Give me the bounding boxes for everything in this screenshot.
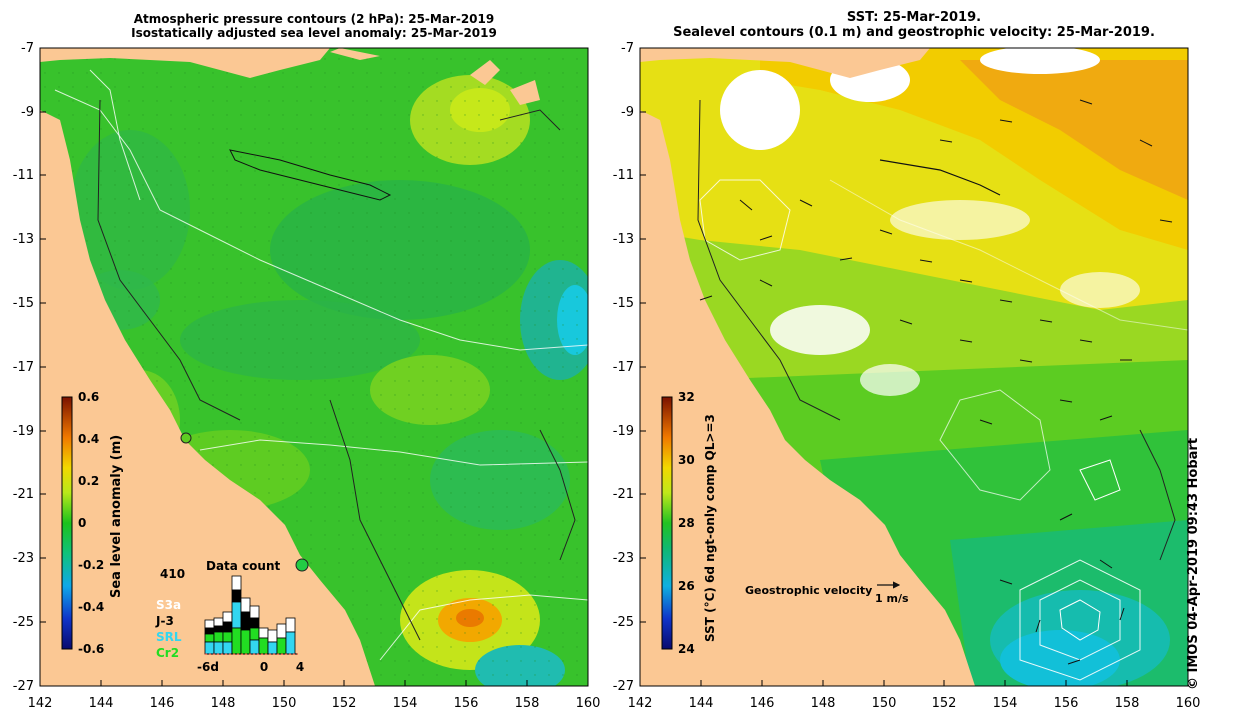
left-title-line1: Atmospheric pressure contours (2 hPa): 2… <box>133 12 495 26</box>
left-y-tick: -9 <box>21 105 34 120</box>
imos-credit: © IMOS 04-Apr-2019 09:43 Hobart <box>1186 437 1201 690</box>
left-y-tick: -7 <box>21 41 34 56</box>
right-y-tick: -15 <box>613 296 634 311</box>
legend-srl: SRL <box>156 630 182 644</box>
left-x-tick-labels: 142 144 146 148 150 152 154 156 158 160 <box>28 696 601 711</box>
sst-colorbar: 32 30 28 26 24 SST (°C) 6d ngt-only comp… <box>661 390 717 656</box>
right-x-tick: 146 <box>750 696 775 711</box>
left-y-tick: -21 <box>13 487 34 502</box>
left-x-tick: 144 <box>89 696 114 711</box>
right-y-tick: -21 <box>613 487 634 502</box>
left-x-tick: 142 <box>28 696 53 711</box>
left-x-tick: 154 <box>393 696 418 711</box>
right-y-tick-labels: -7 -9 -11 -13 -15 -17 -19 -21 -23 -25 -2… <box>613 41 634 694</box>
left-x-tick: 160 <box>576 696 601 711</box>
velocity-legend: Geostrophic velocity 1 m/s <box>745 581 909 605</box>
sst-map <box>640 48 1188 686</box>
left-y-tick: -11 <box>13 168 34 183</box>
right-x-tick: 160 <box>1176 696 1201 711</box>
left-x-tickmarks <box>39 680 589 686</box>
right-y-tick: -23 <box>613 551 634 566</box>
right-x-tick: 144 <box>689 696 714 711</box>
left-y-tickmarks <box>40 47 46 687</box>
data-count-x-tick: -6d <box>197 660 219 674</box>
left-y-tick: -27 <box>13 679 34 694</box>
right-title-line1: SST: 25-Mar-2019. <box>846 10 982 25</box>
data-count-x-tick: 4 <box>296 660 304 674</box>
left-y-tick: -23 <box>13 551 34 566</box>
sst-colorbar-tick: 28 <box>678 516 695 530</box>
legend-s3a: S3a <box>156 598 181 612</box>
right-x-tick-labels: 142 144 146 148 150 152 154 156 158 160 <box>628 696 1201 711</box>
right-x-tick: 142 <box>628 696 653 711</box>
sst-colorbar-label: SST (°C) 6d ngt-only comp QL>=3 <box>703 414 717 642</box>
sla-colorbar-label: Sea level anomaly (m) <box>109 435 124 598</box>
sla-colorbar-tick: -0.2 <box>78 558 104 572</box>
left-y-tick: -13 <box>13 232 34 247</box>
left-y-tick-labels: -7 -9 -11 -13 -15 -17 -19 -21 -23 -25 -2… <box>13 41 34 694</box>
left-y-tick: -15 <box>13 296 34 311</box>
right-y-tick: -17 <box>613 360 634 375</box>
left-y-tick: -17 <box>13 360 34 375</box>
sla-colorbar-tick: 0.4 <box>78 432 99 446</box>
sla-colorbar-tick: -0.4 <box>78 600 104 614</box>
sst-colorbar-tick: 30 <box>678 453 695 467</box>
right-y-tick: -25 <box>613 615 634 630</box>
sst-colorbar-tick: 32 <box>678 390 695 404</box>
sst-colorbar-tick: 24 <box>678 642 695 656</box>
left-title-line2: Isostatically adjusted sea level anomaly… <box>131 26 497 40</box>
left-x-tick: 156 <box>454 696 479 711</box>
velocity-legend-scale: 1 m/s <box>875 592 909 605</box>
sla-colorbar-tick: 0.2 <box>78 474 99 488</box>
right-x-tick: 152 <box>932 696 957 711</box>
right-y-tick: -27 <box>613 679 634 694</box>
right-title-line2: Sealevel contours (0.1 m) and geostrophi… <box>673 25 1155 40</box>
left-x-tick: 152 <box>332 696 357 711</box>
data-count-x-tick: 0 <box>260 660 268 674</box>
sea-level-map <box>40 48 588 686</box>
right-map-title: SST: 25-Mar-2019. Sealevel contours (0.1… <box>640 10 1188 40</box>
left-x-tick: 158 <box>515 696 540 711</box>
legend-j3: J-3 <box>155 614 174 628</box>
data-count-inset: Data count 410 S3a J-3 SRL Cr2 -6d 0 4 <box>155 559 304 674</box>
right-x-tick: 158 <box>1115 696 1140 711</box>
sla-colorbar: 0.6 0.4 0.2 0 -0.2 -0.4 -0.6 Sea level a… <box>61 390 124 656</box>
right-x-tick: 150 <box>872 696 897 711</box>
left-x-tick: 146 <box>150 696 175 711</box>
left-x-tick: 148 <box>211 696 236 711</box>
sla-colorbar-tick: -0.6 <box>78 642 104 656</box>
legend-cr2: Cr2 <box>156 646 179 660</box>
right-y-tick: -7 <box>621 41 634 56</box>
sla-colorbar-tick: 0 <box>78 516 86 530</box>
velocity-legend-label: Geostrophic velocity <box>745 584 872 597</box>
sst-colorbar-tick: 26 <box>678 579 695 593</box>
left-x-tick: 150 <box>272 696 297 711</box>
data-count-title: Data count <box>206 559 281 573</box>
left-map-title: Atmospheric pressure contours (2 hPa): 2… <box>40 12 588 40</box>
left-y-tick: -25 <box>13 615 34 630</box>
right-y-tickmarks <box>640 47 646 687</box>
right-y-tick: -11 <box>613 168 634 183</box>
right-x-tickmarks <box>639 680 1189 686</box>
right-x-tick: 156 <box>1054 696 1079 711</box>
data-count-max: 410 <box>160 567 185 581</box>
sla-colorbar-tick: 0.6 <box>78 390 99 404</box>
right-x-tick: 154 <box>993 696 1018 711</box>
right-x-tick: 148 <box>811 696 836 711</box>
right-y-tick: -19 <box>613 424 634 439</box>
right-y-tick: -13 <box>613 232 634 247</box>
left-y-tick: -19 <box>13 424 34 439</box>
right-y-tick: -9 <box>621 105 634 120</box>
